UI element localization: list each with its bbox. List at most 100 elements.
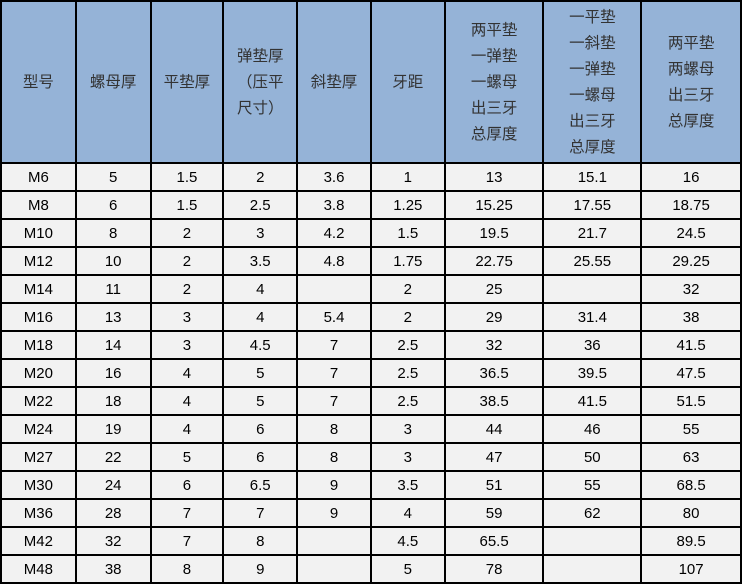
table-cell: 18 [74, 386, 152, 416]
table-cell: 6.5 [222, 470, 299, 500]
table-row: M27 22 5 6 8 3 47 50 63 [0, 442, 742, 472]
table-cell: 10 [74, 246, 152, 276]
table-cell: 7 [296, 386, 372, 416]
table-cell: 5.4 [296, 302, 372, 332]
table-cell: 36.5 [443, 358, 545, 388]
table-cell: 7 [296, 358, 372, 388]
table-cell: 2 [222, 162, 299, 192]
column-header: 两平垫 两螺母 出三牙 总厚度 [640, 0, 742, 164]
table-cell: 7 [149, 526, 225, 556]
table-cell [296, 554, 372, 584]
table-row: M10 8 2 3 4.2 1.5 19.5 21.7 24.5 [0, 218, 742, 248]
table-cell: 24 [74, 470, 152, 500]
table-cell: 63 [640, 442, 742, 472]
table-cell: 3 [369, 442, 446, 472]
table-cell: M42 [0, 526, 77, 556]
column-header: 斜垫厚 [296, 0, 372, 164]
table-cell: 51 [443, 470, 545, 500]
table-cell: 2 [149, 218, 225, 248]
table-cell: 9 [222, 554, 299, 584]
table-cell: 32 [74, 526, 152, 556]
table-row: M24 19 4 6 8 3 44 46 55 [0, 414, 742, 444]
table-cell: 32 [640, 274, 742, 304]
table-cell: 39.5 [542, 358, 643, 388]
table-cell: 36 [542, 330, 643, 360]
table-cell: 8 [222, 526, 299, 556]
table-cell: M22 [0, 386, 77, 416]
table-cell: 7 [222, 498, 299, 528]
table-cell: 78 [443, 554, 545, 584]
table-row: M42 32 7 8 4.5 65.5 89.5 [0, 526, 742, 556]
table-cell: 9 [296, 470, 372, 500]
table-cell: 2.5 [369, 358, 446, 388]
table-cell: M20 [0, 358, 77, 388]
table-cell: 4 [222, 302, 299, 332]
column-header: 螺母厚 [74, 0, 152, 164]
table-cell: 3.8 [296, 190, 372, 220]
table-cell: 6 [149, 470, 225, 500]
table-cell: 5 [369, 554, 446, 584]
table-cell: 4.5 [369, 526, 446, 556]
table-cell: 14 [74, 330, 152, 360]
table-cell: 29 [443, 302, 545, 332]
table-cell: 22 [74, 442, 152, 472]
column-header: 平垫厚 [149, 0, 225, 164]
table-row: M6 5 1.5 2 3.6 1 13 15.1 16 [0, 162, 742, 192]
table-cell [542, 554, 643, 584]
table-row: M8 6 1.5 2.5 3.8 1.25 15.25 17.55 18.75 [0, 190, 742, 220]
column-header: 型号 [0, 0, 77, 164]
table-cell: 4 [149, 358, 225, 388]
table-row: M20 16 4 5 7 2.5 36.5 39.5 47.5 [0, 358, 742, 388]
table-cell: 4.8 [296, 246, 372, 276]
table-cell: 55 [542, 470, 643, 500]
table-cell: 6 [74, 190, 152, 220]
table-cell: M24 [0, 414, 77, 444]
table-cell: 8 [296, 414, 372, 444]
table-cell: 1.5 [149, 162, 225, 192]
table-cell: 4 [149, 386, 225, 416]
table-cell: 68.5 [640, 470, 742, 500]
table-cell: 38 [640, 302, 742, 332]
table-cell: 19 [74, 414, 152, 444]
table-cell: 13 [74, 302, 152, 332]
table-cell [542, 526, 643, 556]
table-cell: 3 [149, 330, 225, 360]
column-header: 一平垫 一斜垫 一弹垫 一螺母 出三牙 总厚度 [542, 0, 643, 164]
table-cell: 13 [443, 162, 545, 192]
table-cell: M48 [0, 554, 77, 584]
table-cell: 3.5 [222, 246, 299, 276]
table-cell: 28 [74, 498, 152, 528]
header-row: 型号 螺母厚 平垫厚 弹垫厚 （压平 尺寸） 斜垫厚 牙距 两平垫 一弹垫 一螺母 出三牙 … [0, 0, 742, 164]
table-cell: 21.7 [542, 218, 643, 248]
table-cell: 80 [640, 498, 742, 528]
table-cell: 3 [222, 218, 299, 248]
table-cell: 1.5 [369, 218, 446, 248]
table-cell: M27 [0, 442, 77, 472]
table-cell: 55 [640, 414, 742, 444]
table-cell: M30 [0, 470, 77, 500]
table-cell: M8 [0, 190, 77, 220]
table-cell [296, 274, 372, 304]
table-cell: 41.5 [542, 386, 643, 416]
table-cell: 5 [74, 162, 152, 192]
table-cell: 7 [296, 330, 372, 360]
table-cell: 8 [296, 442, 372, 472]
table-cell: 15.1 [542, 162, 643, 192]
table-cell: 5 [222, 386, 299, 416]
table-cell: 2.5 [369, 330, 446, 360]
table-cell: 46 [542, 414, 643, 444]
table-cell: 25 [443, 274, 545, 304]
table-cell [296, 526, 372, 556]
table-cell: 8 [74, 218, 152, 248]
table-row: M12 10 2 3.5 4.8 1.75 22.75 25.55 29.25 [0, 246, 742, 276]
table-cell: 2 [149, 274, 225, 304]
table-cell: 19.5 [443, 218, 545, 248]
table-cell: 38.5 [443, 386, 545, 416]
table-cell: 59 [443, 498, 545, 528]
table-cell: 1.5 [149, 190, 225, 220]
table-cell: 50 [542, 442, 643, 472]
table-cell: 62 [542, 498, 643, 528]
table-cell: 5 [149, 442, 225, 472]
table-cell: 7 [149, 498, 225, 528]
